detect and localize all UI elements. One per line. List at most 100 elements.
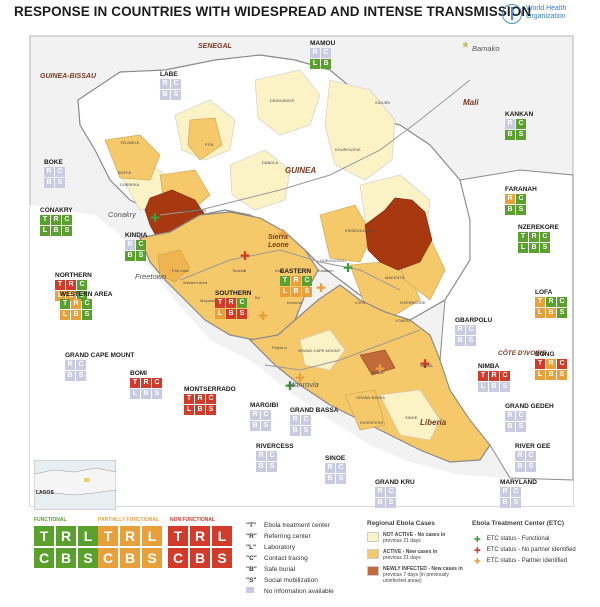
region-status-card: SINOE R C B S: [325, 455, 346, 485]
region-name: MARYLAND: [500, 479, 537, 486]
status-badge: R: [65, 360, 75, 370]
legend-key-row: "L" Laboratory: [246, 544, 296, 551]
etc-cross-icon: ✚: [150, 211, 160, 225]
status-badge: S: [516, 130, 526, 140]
region-status-card: GBARPOLU R C B S: [455, 317, 492, 347]
prefecture-label: Tonkolili: [232, 268, 247, 273]
status-badge: T: [184, 394, 194, 404]
status-badge: S: [526, 462, 536, 472]
legend-status-badge: L: [212, 526, 232, 546]
prefecture-label: SIGUIRI: [375, 100, 390, 105]
status-badge: S: [386, 498, 396, 508]
page-title: RESPONSE IN COUNTRIES WITH WIDESPREAD AN…: [14, 4, 532, 19]
status-badge: R: [44, 167, 54, 177]
status-badge: B: [71, 310, 81, 320]
status-badge: S: [55, 178, 65, 188]
status-badge: B: [529, 243, 539, 253]
region-status-card: GRAND GEDEH R C B S: [505, 403, 554, 433]
status-badge: S: [557, 370, 567, 380]
status-badge: B: [505, 205, 515, 215]
region-status-card: BONG T R C L B S: [535, 351, 567, 381]
etc-cross-icon: ✚: [474, 557, 481, 566]
status-badge: B: [489, 382, 499, 392]
legend-etc-row: ✚ ETC status - No partner identified: [474, 546, 576, 555]
status-badge: S: [511, 498, 521, 508]
status-badge: R: [505, 411, 515, 421]
etc-cross-icon: ✚: [343, 261, 353, 275]
prefecture-label: RIVERCESS: [360, 420, 384, 425]
region-status-card: NIMBA T R C L B S: [478, 363, 510, 393]
status-badge: B: [321, 59, 331, 69]
status-badge: S: [516, 205, 526, 215]
status-badge: C: [557, 297, 567, 307]
status-badge: C: [206, 394, 216, 404]
legend-regional-swatch: [367, 566, 379, 576]
country-label-senegal: SENEGAL: [198, 43, 232, 50]
status-badge: R: [500, 487, 510, 497]
legend-nonfunctional-label: NON FUNCTIONAL: [170, 517, 215, 523]
status-badge: B: [256, 462, 266, 472]
prefecture-label: FORECARIAH: [180, 208, 207, 213]
status-badge: L: [310, 59, 320, 69]
status-badge: C: [540, 232, 550, 242]
etc-cross-icon: ✚: [258, 309, 268, 323]
city-label-conakry: Conakry: [108, 210, 136, 219]
status-badge: S: [557, 308, 567, 318]
status-badge: L: [215, 309, 225, 319]
legend-etc-row: ✚ ETC status - Partner identified: [474, 557, 568, 566]
prefecture-label: MACENTA: [385, 275, 405, 280]
prefecture-label: NIMBA: [420, 363, 433, 368]
bamako-star-icon: ★: [461, 40, 470, 51]
status-badge: R: [256, 451, 266, 461]
status-badge: C: [302, 276, 312, 286]
region-status-card: BOMI T R C L B S: [130, 370, 162, 400]
status-badge: C: [136, 240, 146, 250]
legend-status-badge: S: [142, 548, 162, 568]
status-badge: R: [226, 298, 236, 308]
legend-key-row: "C" Contact tracing: [246, 555, 308, 562]
legend-status-badge: S: [212, 548, 232, 568]
status-badge: B: [290, 426, 300, 436]
legend-regional-row: NEWLY INFECTED - New cases in previous 7 …: [367, 566, 463, 584]
status-badge: R: [489, 371, 499, 381]
status-badge: R: [125, 240, 135, 250]
status-badge: B: [505, 422, 515, 432]
country-label-cote-divoire: CÔTE D'IVOIRE: [498, 350, 547, 357]
prefecture-label: Port Loko: [172, 268, 190, 273]
region-name: GRAND KRU: [375, 479, 415, 486]
status-badge: R: [51, 215, 61, 225]
status-badge: B: [160, 90, 170, 100]
region-status-card: SOUTHERN T R C L B S: [215, 290, 251, 320]
status-badge: B: [44, 178, 54, 188]
status-badge: S: [136, 251, 146, 261]
status-badge: C: [62, 215, 72, 225]
status-badge: L: [130, 389, 140, 399]
etc-cross-icon: ✚: [295, 371, 305, 385]
status-badge: B: [505, 130, 515, 140]
status-badge: R: [375, 487, 385, 497]
status-badge: S: [261, 421, 271, 431]
status-badge: R: [160, 79, 170, 89]
region-status-card: LOFA T R C L B S: [535, 289, 567, 319]
status-badge: S: [237, 309, 247, 319]
legend-key-row: "B" Safe burial: [246, 566, 296, 573]
legend-regional-swatch: [367, 532, 379, 542]
status-badge: S: [267, 462, 277, 472]
status-badge: R: [71, 299, 81, 309]
etc-cross-icon: ✚: [278, 227, 288, 241]
country-label-guinea: GUINEA: [285, 166, 317, 175]
status-badge: L: [535, 308, 545, 318]
legend-etc-title: Ebola Treatment Center (ETC): [472, 520, 565, 527]
status-badge: S: [76, 371, 86, 381]
status-badge: T: [535, 297, 545, 307]
prefecture-label: N'ZEREKORE: [400, 300, 426, 305]
prefecture-label: Kenema: [287, 300, 302, 305]
status-badge: C: [557, 359, 567, 369]
prefecture-label: KOUROUSSA: [335, 147, 361, 152]
region-status-card: MARGIBI R C B S: [250, 402, 278, 432]
legend-partial-label: PARTIALLY FUNCTIONAL: [98, 517, 160, 523]
status-badge: B: [455, 336, 465, 346]
status-badge: B: [546, 308, 556, 318]
status-badge: R: [505, 119, 515, 129]
